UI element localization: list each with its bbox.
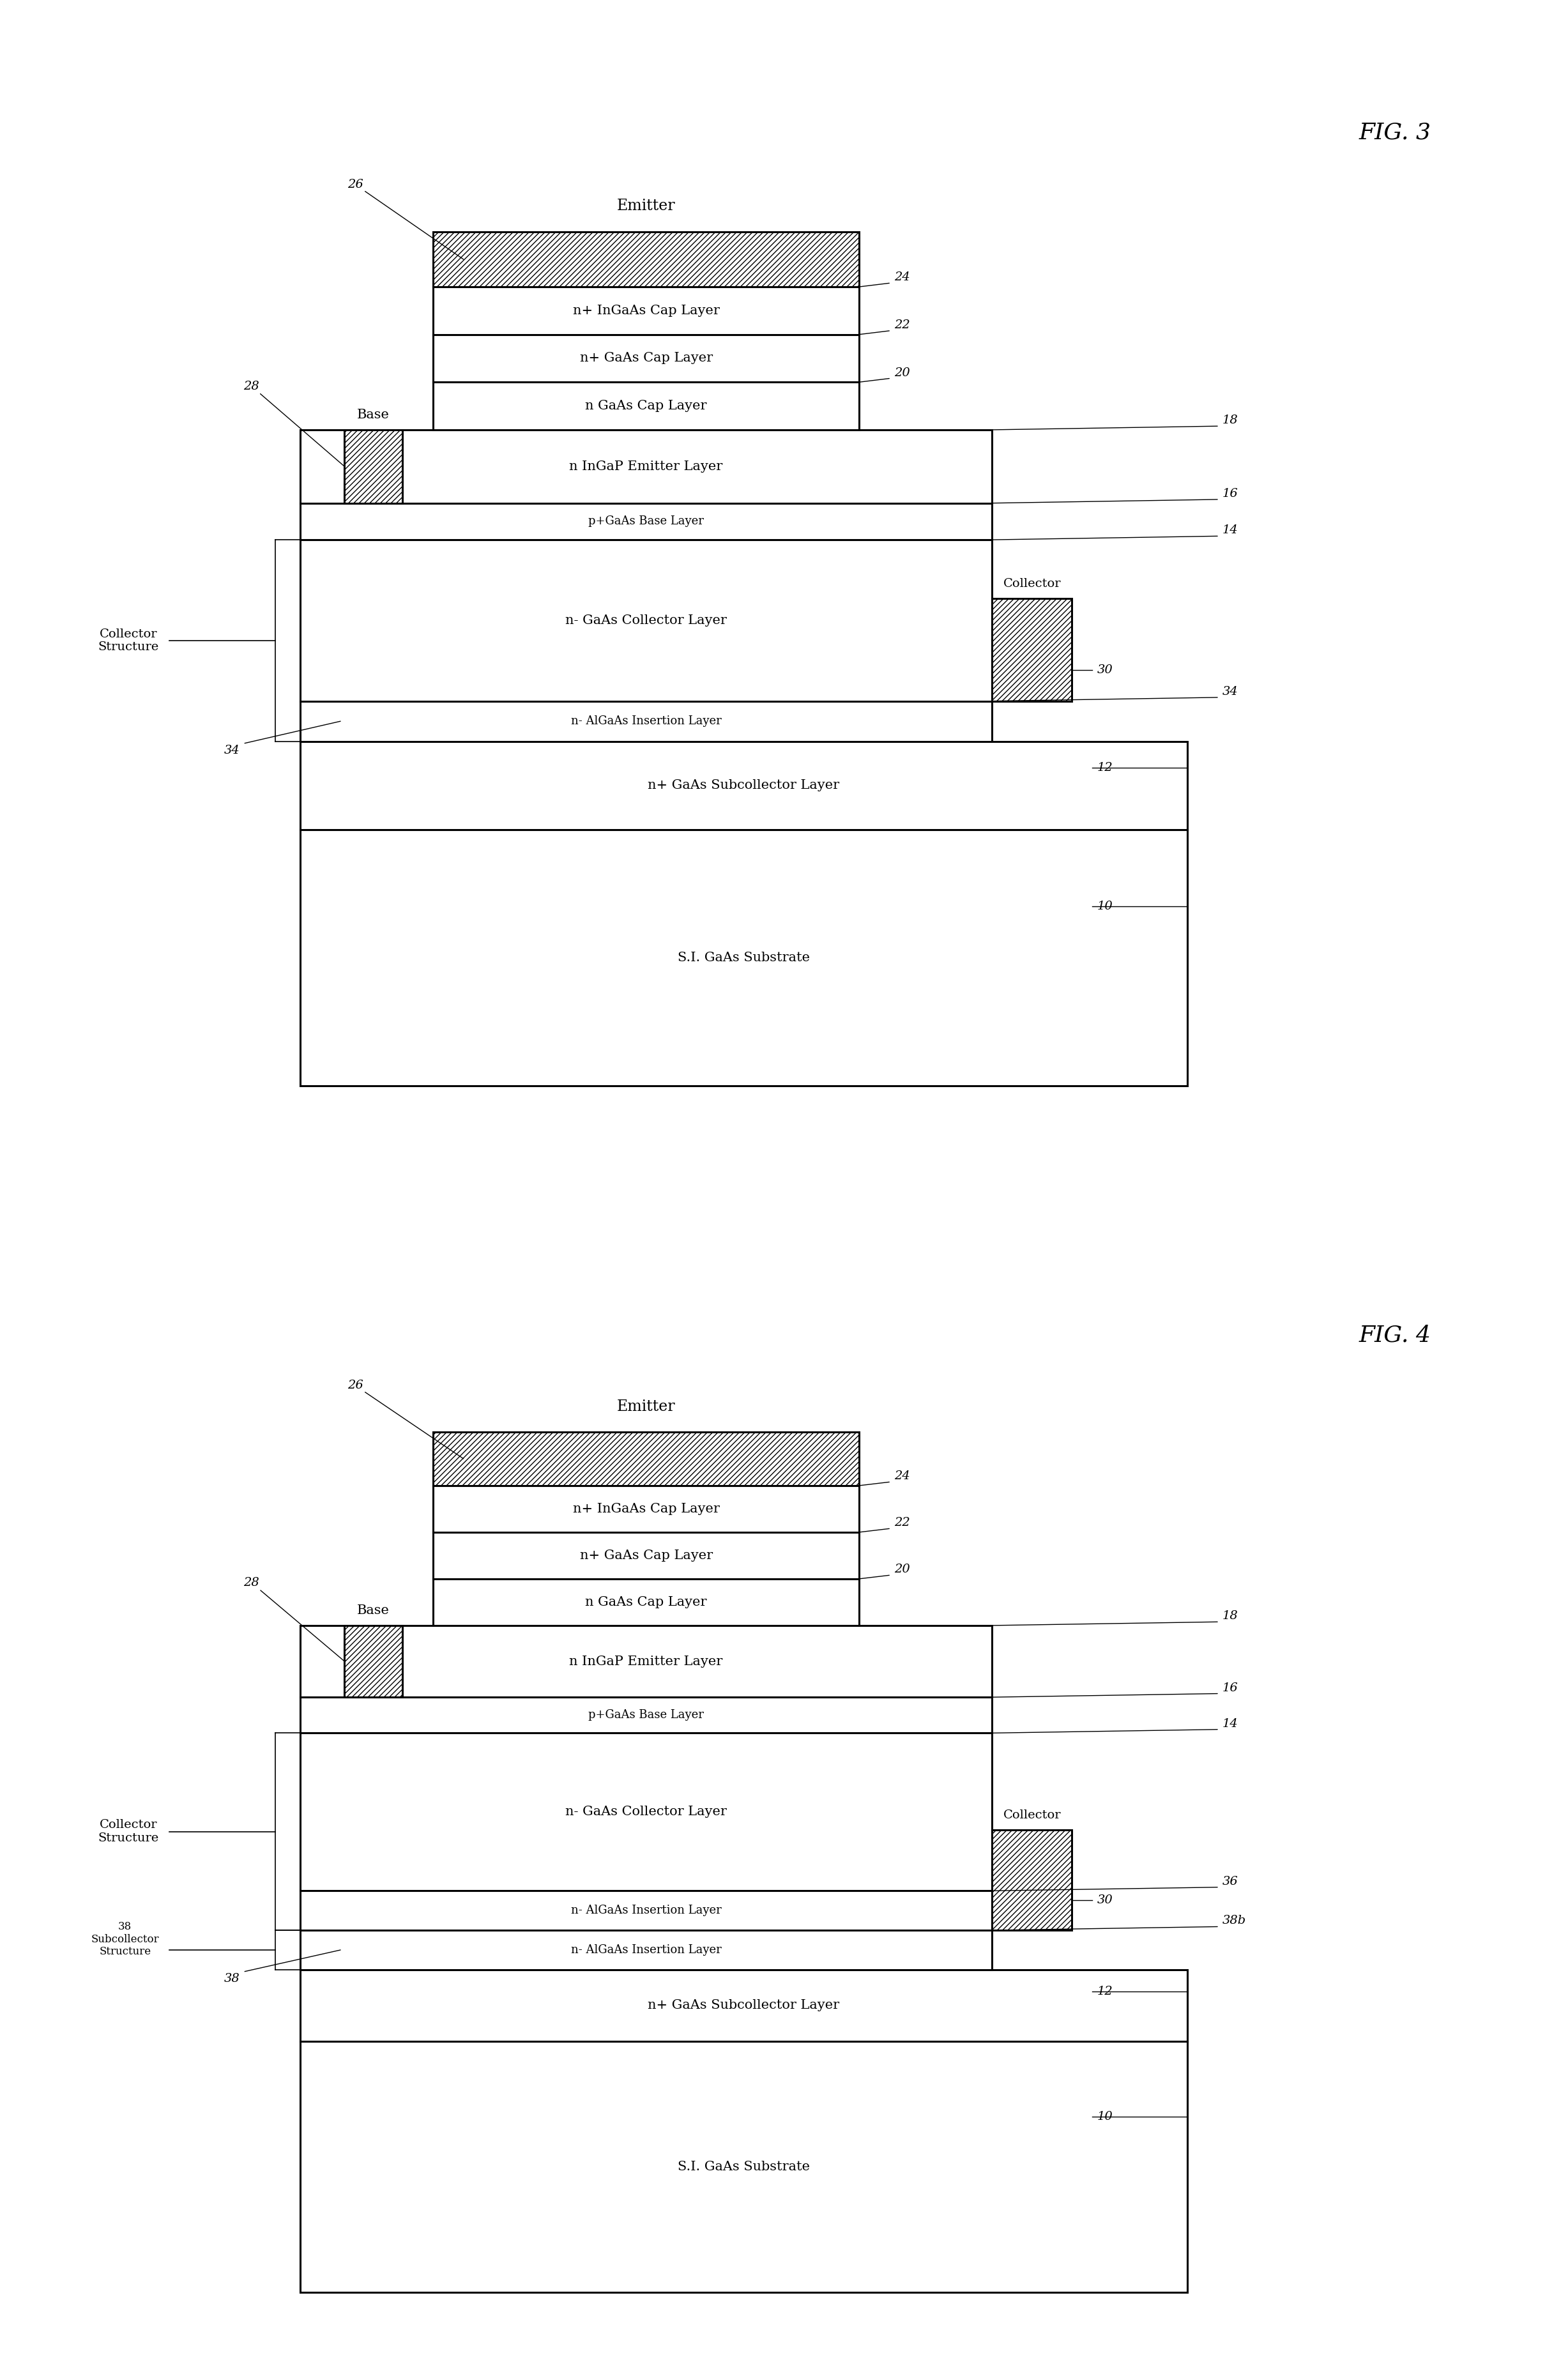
- Bar: [299, 1696, 993, 1732]
- Bar: [299, 430, 993, 504]
- Text: n+ InGaAs Cap Layer: n+ InGaAs Cap Layer: [572, 1504, 720, 1516]
- Text: n GaAs Cap Layer: n GaAs Cap Layer: [585, 1597, 707, 1609]
- Text: Collector
Structure: Collector Structure: [99, 627, 158, 653]
- Text: 10: 10: [1098, 2110, 1113, 2122]
- Bar: [433, 233, 859, 287]
- Text: n- AlGaAs Insertion Layer: n- AlGaAs Insertion Layer: [571, 1906, 721, 1917]
- Bar: [433, 383, 859, 430]
- Text: n+ GaAs Subcollector Layer: n+ GaAs Subcollector Layer: [648, 2001, 839, 2012]
- Text: FIG. 3: FIG. 3: [1358, 121, 1430, 143]
- Text: 34: 34: [224, 744, 240, 756]
- Text: 30: 30: [1098, 1894, 1113, 1906]
- Text: 14: 14: [1223, 525, 1239, 537]
- Text: Base: Base: [358, 1604, 389, 1616]
- Text: 24: 24: [894, 271, 909, 283]
- Text: 22: 22: [894, 318, 909, 330]
- Text: p+GaAs Base Layer: p+GaAs Base Layer: [588, 1708, 704, 1720]
- Text: 26: 26: [348, 178, 464, 259]
- Text: 20: 20: [894, 366, 909, 378]
- Bar: [299, 2041, 1187, 2293]
- Bar: [299, 829, 1187, 1086]
- Text: p+GaAs Base Layer: p+GaAs Base Layer: [588, 516, 704, 527]
- Text: Collector: Collector: [1004, 1811, 1062, 1822]
- Bar: [299, 1970, 1187, 2041]
- Bar: [433, 1485, 859, 1533]
- Bar: [433, 287, 859, 335]
- Text: n GaAs Cap Layer: n GaAs Cap Layer: [585, 399, 707, 411]
- Text: n- GaAs Collector Layer: n- GaAs Collector Layer: [566, 1806, 728, 1818]
- Text: 16: 16: [1223, 487, 1239, 499]
- Bar: [299, 1891, 993, 1929]
- Text: 12: 12: [1098, 763, 1113, 775]
- Text: 22: 22: [894, 1518, 909, 1528]
- Bar: [299, 504, 993, 539]
- Text: FIG. 4: FIG. 4: [1358, 1323, 1430, 1345]
- Bar: [299, 539, 993, 701]
- Text: 18: 18: [1223, 1611, 1239, 1623]
- Text: Collector: Collector: [1004, 577, 1062, 589]
- Text: 28: 28: [243, 1578, 345, 1661]
- Text: 38
Subcollector
Structure: 38 Subcollector Structure: [91, 1922, 158, 1958]
- Text: 38b: 38b: [1223, 1915, 1247, 1927]
- Text: Collector
Structure: Collector Structure: [99, 1820, 158, 1844]
- Text: 34: 34: [1223, 687, 1239, 699]
- Bar: [993, 1830, 1073, 1929]
- Text: n+ GaAs Cap Layer: n+ GaAs Cap Layer: [580, 352, 712, 364]
- Text: S.I. GaAs Substrate: S.I. GaAs Substrate: [677, 2160, 809, 2174]
- Text: n InGaP Emitter Layer: n InGaP Emitter Layer: [569, 1656, 723, 1668]
- Text: 18: 18: [1223, 416, 1239, 425]
- Bar: [299, 741, 1187, 829]
- Text: n- AlGaAs Insertion Layer: n- AlGaAs Insertion Layer: [571, 1944, 721, 1955]
- Text: n+ InGaAs Cap Layer: n+ InGaAs Cap Layer: [572, 304, 720, 316]
- Text: 14: 14: [1223, 1718, 1239, 1730]
- Bar: [345, 430, 401, 504]
- Text: n+ GaAs Subcollector Layer: n+ GaAs Subcollector Layer: [648, 779, 839, 791]
- Text: 30: 30: [1098, 665, 1113, 677]
- Text: Emitter: Emitter: [616, 200, 676, 214]
- Text: 10: 10: [1098, 901, 1113, 912]
- Text: 20: 20: [894, 1563, 909, 1575]
- Text: 36: 36: [1223, 1875, 1239, 1887]
- Text: n InGaP Emitter Layer: n InGaP Emitter Layer: [569, 461, 723, 473]
- Bar: [345, 1625, 401, 1696]
- Bar: [993, 599, 1073, 701]
- Bar: [299, 1732, 993, 1891]
- Bar: [299, 1625, 993, 1696]
- Text: 38: 38: [224, 1972, 240, 1984]
- Text: Base: Base: [358, 409, 389, 421]
- Text: n+ GaAs Cap Layer: n+ GaAs Cap Layer: [580, 1549, 712, 1561]
- Bar: [433, 1578, 859, 1625]
- Bar: [433, 1533, 859, 1578]
- Bar: [433, 335, 859, 383]
- Bar: [299, 701, 993, 741]
- Text: S.I. GaAs Substrate: S.I. GaAs Substrate: [677, 953, 809, 965]
- Text: n- GaAs Collector Layer: n- GaAs Collector Layer: [566, 615, 728, 627]
- Text: n- AlGaAs Insertion Layer: n- AlGaAs Insertion Layer: [571, 715, 721, 727]
- Text: 28: 28: [243, 380, 345, 466]
- Text: 16: 16: [1223, 1682, 1239, 1694]
- Bar: [433, 1433, 859, 1485]
- Text: 12: 12: [1098, 1986, 1113, 1996]
- Bar: [299, 1929, 993, 1970]
- Text: Emitter: Emitter: [616, 1399, 676, 1414]
- Text: 24: 24: [894, 1471, 909, 1483]
- Text: 26: 26: [348, 1380, 464, 1459]
